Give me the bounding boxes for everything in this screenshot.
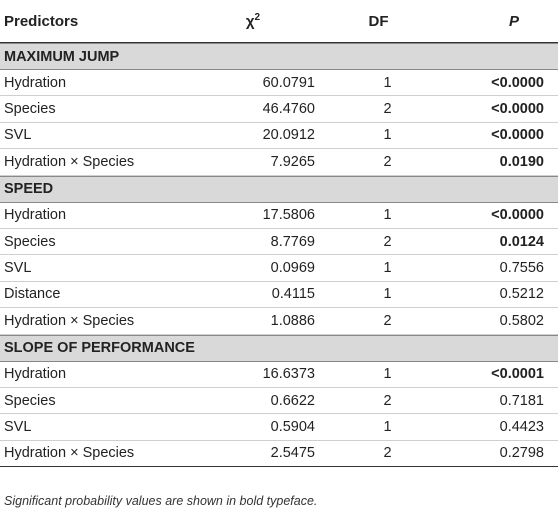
chi-square-cell: 16.6373 xyxy=(262,366,315,383)
table-row: Hydration 16.6373 1 <0.0001 xyxy=(0,362,558,388)
table-header-row: Predictors χ2 DF P xyxy=(0,0,558,43)
table-row: Hydration 17.5806 1 <0.0000 xyxy=(0,203,558,229)
header-p: P xyxy=(508,12,519,30)
table-row: SVL 0.5904 1 0.4423 xyxy=(0,414,558,441)
predictor-cell: Hydration × Species xyxy=(4,153,135,170)
chi-square-cell: 17.5806 xyxy=(262,207,315,224)
p-value-cell: <0.0000 xyxy=(491,74,544,91)
header-chi: χ xyxy=(245,13,255,30)
df-cell: 1 xyxy=(383,74,392,91)
predictor-cell: Hydration xyxy=(4,366,67,383)
p-value-cell: 0.7181 xyxy=(499,392,544,409)
predictor-cell: Species xyxy=(4,101,56,118)
predictor-cell: Hydration xyxy=(4,207,67,224)
chi-square-cell: 60.0791 xyxy=(262,74,315,91)
table-row: Distance 0.4115 1 0.5212 xyxy=(0,282,558,309)
chi-square-cell: 0.5904 xyxy=(270,418,315,435)
df-cell: 1 xyxy=(383,260,392,277)
df-cell: 2 xyxy=(383,445,392,462)
header-chi-square: χ2 xyxy=(200,12,306,30)
table-row: SVL 0.0969 1 0.7556 xyxy=(0,255,558,282)
results-table: Predictors χ2 DF P MAXIMUM JUMP Hydration… xyxy=(0,0,558,468)
table-row: Species 0.6622 2 0.7181 xyxy=(0,388,558,415)
section-title: SPEED xyxy=(4,181,54,198)
p-value-cell: 0.2798 xyxy=(499,445,544,462)
p-value-cell: 0.5802 xyxy=(499,312,544,329)
predictor-cell: Hydration × Species xyxy=(4,445,135,462)
df-cell: 1 xyxy=(383,207,392,224)
df-cell: 1 xyxy=(383,127,392,144)
chi-square-cell: 20.0912 xyxy=(262,127,315,144)
df-cell: 2 xyxy=(383,101,392,118)
df-cell: 2 xyxy=(383,392,392,409)
p-value-cell: 0.0190 xyxy=(499,153,544,170)
predictor-cell: Hydration xyxy=(4,74,67,91)
p-value-cell: <0.0000 xyxy=(491,207,544,224)
table-row: Hydration × Species 1.0886 2 0.5802 xyxy=(0,308,558,335)
p-value-cell: <0.0000 xyxy=(491,101,544,118)
table-footnote: Significant probability values are shown… xyxy=(4,494,318,508)
chi-square-cell: 1.0886 xyxy=(270,312,315,329)
chi-square-cell: 0.6622 xyxy=(270,392,315,409)
section-title: SLOPE OF PERFORMANCE xyxy=(4,340,195,357)
header-df: DF xyxy=(368,12,389,30)
table-row: Hydration 60.0791 1 <0.0000 xyxy=(0,70,558,97)
df-cell: 2 xyxy=(383,312,392,329)
df-cell: 2 xyxy=(383,233,392,250)
chi-square-cell: 0.0969 xyxy=(270,260,315,277)
df-cell: 1 xyxy=(383,366,392,383)
predictor-cell: Hydration × Species xyxy=(4,312,135,329)
df-cell: 1 xyxy=(383,286,392,303)
p-value-cell: 0.5212 xyxy=(499,286,544,303)
chi-square-cell: 0.4115 xyxy=(271,286,315,303)
header-chi-sup: 2 xyxy=(254,12,261,23)
df-cell: 1 xyxy=(383,418,392,435)
predictor-cell: Species xyxy=(4,392,56,409)
section-title: MAXIMUM JUMP xyxy=(4,48,120,65)
section-header: MAXIMUM JUMP xyxy=(0,43,558,70)
table-row: Hydration × Species 2.5475 2 0.2798 xyxy=(0,441,558,468)
predictor-cell: SVL xyxy=(4,127,32,144)
table-row: Species 8.7769 2 0.0124 xyxy=(0,229,558,256)
table-body: MAXIMUM JUMP Hydration 60.0791 1 <0.0000 Spec… xyxy=(0,43,558,468)
chi-square-cell: 8.7769 xyxy=(270,233,315,250)
df-cell: 2 xyxy=(383,153,392,170)
p-value-cell: 0.7556 xyxy=(499,260,544,277)
p-value-cell: <0.0001 xyxy=(491,366,544,383)
table-row: SVL 20.0912 1 <0.0000 xyxy=(0,123,558,150)
p-value-cell: 0.0124 xyxy=(499,233,544,250)
predictor-cell: SVL xyxy=(4,418,32,435)
table-row: Hydration × Species 7.9265 2 0.0190 xyxy=(0,149,558,176)
table-row: Species 46.4760 2 <0.0000 xyxy=(0,96,558,123)
p-value-cell: <0.0000 xyxy=(491,127,544,144)
predictor-cell: Distance xyxy=(4,286,61,303)
section-header: SPEED xyxy=(0,175,558,203)
chi-square-cell: 46.4760 xyxy=(262,101,315,118)
header-predictors: Predictors xyxy=(4,12,79,30)
predictor-cell: Species xyxy=(4,233,56,250)
section-header: SLOPE OF PERFORMANCE xyxy=(0,334,558,362)
chi-square-cell: 2.5475 xyxy=(270,445,315,462)
chi-square-cell: 7.9265 xyxy=(270,153,315,170)
p-value-cell: 0.4423 xyxy=(499,418,544,435)
predictor-cell: SVL xyxy=(4,260,32,277)
